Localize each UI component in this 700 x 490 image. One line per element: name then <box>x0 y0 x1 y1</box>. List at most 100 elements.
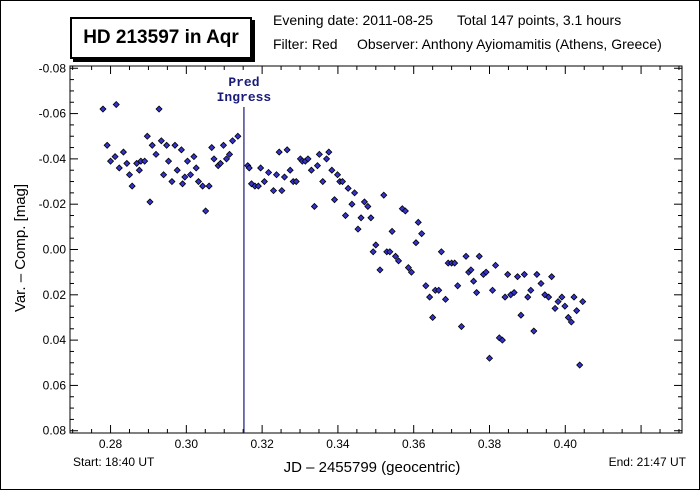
data-point <box>245 164 253 172</box>
data-point <box>454 282 462 290</box>
chart-title-text: HD 213597 in Aqr <box>83 27 239 48</box>
y-tick-label: -0.08 <box>39 61 67 75</box>
y-tick-label: 0.04 <box>43 333 67 347</box>
data-point <box>205 182 213 190</box>
start-time: Start: 18:40 UT <box>73 455 155 469</box>
data-point <box>394 257 403 265</box>
data-point <box>216 159 225 167</box>
data-point <box>219 141 228 149</box>
data-point <box>313 162 322 170</box>
data-point <box>579 298 587 306</box>
x-axis-label: JD – 2455799 (geocentric) <box>284 459 461 476</box>
data-point <box>257 164 265 172</box>
data-point <box>548 273 556 281</box>
data-point <box>517 311 525 319</box>
data-point <box>351 189 359 197</box>
data-point <box>173 166 181 174</box>
data-point <box>202 207 210 215</box>
tick-labels-layer: 0.28 0.30 0.32 0.34 0.36 0.38 0.40 -0.08 -0.06 -0… <box>39 61 578 451</box>
data-point <box>462 252 470 260</box>
y-tick-label: 0.06 <box>43 378 67 392</box>
data-point <box>367 214 375 222</box>
data-point <box>99 105 107 113</box>
data-point <box>344 184 352 192</box>
data-point <box>357 214 365 222</box>
data-point <box>348 200 356 208</box>
data-point <box>527 286 535 294</box>
data-point <box>328 166 336 174</box>
data-point <box>315 150 323 158</box>
data-point <box>510 288 518 297</box>
data-point <box>426 293 434 301</box>
data-point <box>210 155 218 163</box>
total-points: Total 147 points, 3.1 hours <box>457 12 622 28</box>
data-point <box>135 166 143 174</box>
data-point <box>551 304 559 312</box>
data-point <box>208 143 216 152</box>
data-point <box>272 171 281 179</box>
x-tick-label: 0.28 <box>99 437 123 451</box>
y-tick-label: 0.00 <box>43 243 67 257</box>
data-point <box>407 268 415 276</box>
data-point <box>183 157 192 165</box>
data-point <box>369 248 377 256</box>
data-point <box>125 171 134 179</box>
data-point <box>372 241 380 249</box>
data-point <box>441 295 450 303</box>
data-point <box>181 173 189 181</box>
data-point <box>473 288 481 297</box>
data-point <box>199 182 207 190</box>
data-point <box>112 100 120 109</box>
data-point <box>192 164 200 172</box>
data-point <box>504 270 512 278</box>
data-point <box>488 286 497 294</box>
data-point <box>178 180 187 188</box>
data-point <box>115 164 123 172</box>
filter-info: Filter: Red <box>273 36 338 52</box>
data-point <box>530 327 538 335</box>
data-points <box>99 100 587 369</box>
data-point <box>437 248 445 256</box>
data-point <box>554 298 562 306</box>
x-tick-label: 0.36 <box>402 437 426 451</box>
data-point <box>111 153 119 161</box>
data-point <box>157 137 165 145</box>
data-point <box>545 293 553 301</box>
data-point <box>190 153 198 161</box>
data-point <box>254 182 262 190</box>
y-tick-label: -0.06 <box>39 107 67 121</box>
data-point <box>482 268 490 276</box>
data-point <box>128 182 136 190</box>
data-point <box>160 171 168 179</box>
data-point <box>576 361 584 369</box>
data-point <box>524 293 532 301</box>
data-point <box>164 157 173 165</box>
data-point <box>304 155 312 163</box>
data-point <box>520 270 528 278</box>
data-point <box>152 150 160 158</box>
data-point <box>338 177 347 186</box>
data-point <box>364 202 372 211</box>
data-point <box>564 313 572 322</box>
data-point <box>141 157 149 165</box>
data-point <box>123 159 131 167</box>
data-point <box>386 248 394 256</box>
data-point <box>558 293 566 301</box>
data-point <box>194 177 203 186</box>
data-point <box>567 318 575 326</box>
ingress-label-ingress: Ingress <box>217 90 272 105</box>
data-point <box>435 286 443 294</box>
data-point <box>498 336 506 344</box>
y-tick-label: 0.08 <box>43 424 67 438</box>
data-point <box>422 282 430 290</box>
data-point <box>341 211 350 220</box>
x-tick-label: 0.34 <box>326 437 350 451</box>
y-tick-label: -0.04 <box>39 152 67 166</box>
data-point <box>222 155 231 163</box>
data-point <box>278 187 286 195</box>
data-point <box>533 270 541 278</box>
data-point <box>146 198 154 206</box>
data-point <box>163 141 171 149</box>
data-point <box>280 173 289 181</box>
